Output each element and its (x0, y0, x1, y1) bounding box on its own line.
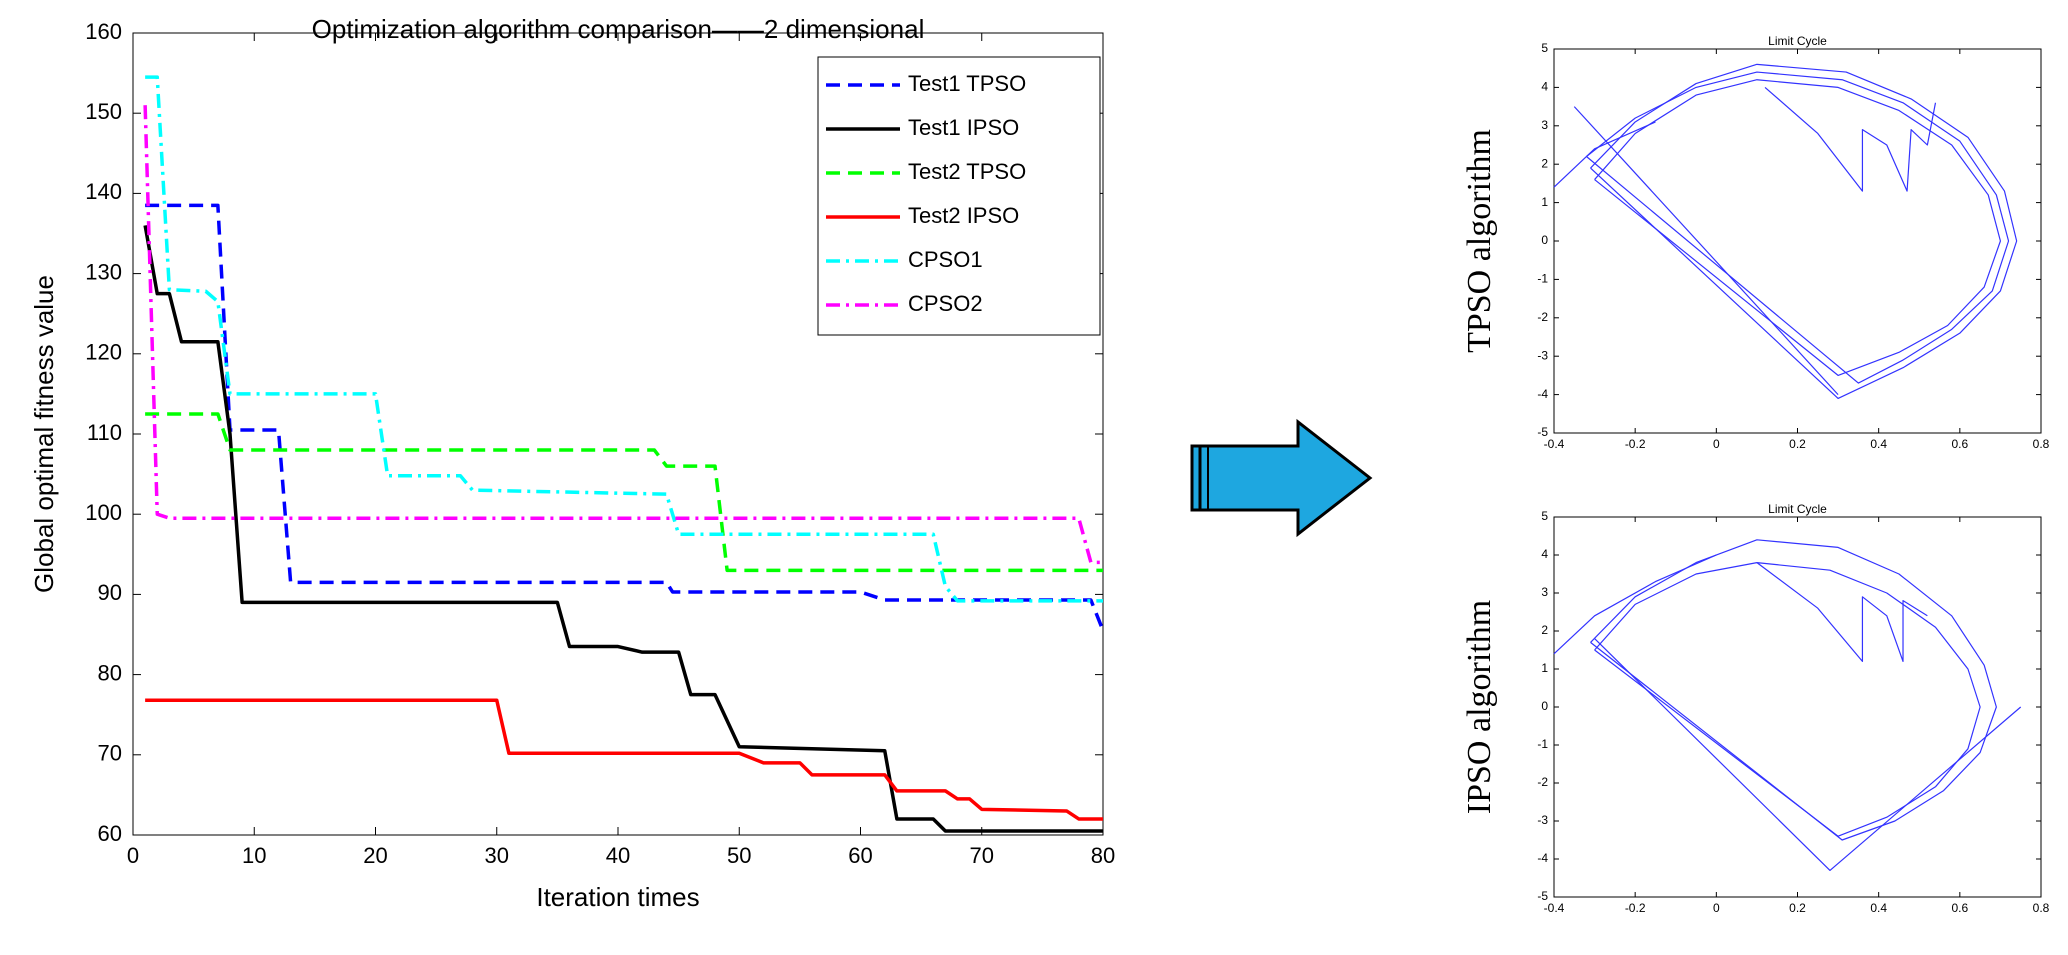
y-tick-label: 0 (1541, 233, 1548, 247)
y-tick-label: 1 (1541, 195, 1548, 209)
y-tick-label: 5 (1541, 41, 1548, 55)
trajectory-line (1586, 71, 2010, 384)
y-tick-label: -4 (1537, 851, 1548, 865)
y-tick-label: -3 (1537, 813, 1548, 827)
trajectory-line (1764, 86, 1937, 192)
legend-label: Test2 IPSO (908, 203, 1019, 228)
x-tick-label: 0.8 (2033, 901, 2050, 915)
chart-title: Limit Cycle (1768, 502, 1827, 516)
plot-area (1553, 48, 2042, 434)
y-tick-label: 0 (1541, 699, 1548, 713)
x-tick-label: 80 (1091, 843, 1115, 868)
y-tick-label: 5 (1541, 509, 1548, 523)
x-tick-label: -0.4 (1544, 437, 1565, 451)
x-tick-label: 0.4 (1870, 901, 1887, 915)
x-tick-label: 0 (1713, 901, 1720, 915)
y-tick-label: 140 (85, 179, 122, 204)
y-tick-label: -1 (1537, 272, 1548, 286)
x-tick-label: -0.2 (1625, 437, 1646, 451)
y-tick-label: -2 (1537, 310, 1548, 324)
y-tick-label: -5 (1537, 889, 1548, 903)
y-tick-label: 2 (1541, 156, 1548, 170)
y-tick-label: -3 (1537, 348, 1548, 362)
chart-title: Optimization algorithm comparison——2 dim… (312, 14, 925, 44)
legend-label: CPSO2 (908, 291, 983, 316)
x-tick-label: 0.4 (1870, 437, 1887, 451)
x-tick-label: 20 (363, 843, 387, 868)
y-tick-label: -1 (1537, 737, 1548, 751)
x-tick-label: 10 (242, 843, 266, 868)
series-line (145, 412, 1103, 573)
x-tick-label: -0.2 (1625, 901, 1646, 915)
x-tick-label: 0 (1713, 437, 1720, 451)
x-tick-label: 60 (848, 843, 872, 868)
y-tick-label: 150 (85, 99, 122, 124)
y-tick-label: 100 (85, 500, 122, 525)
y-tick-label: 110 (87, 420, 122, 445)
plot-area (1553, 516, 2042, 898)
trajectory-line (1756, 562, 1928, 662)
y-tick-label: 4 (1541, 547, 1548, 561)
arrow (1190, 418, 1373, 538)
y-tick-label: 3 (1541, 585, 1548, 599)
y-tick-label: 120 (85, 340, 122, 365)
y-tick-label: -4 (1537, 387, 1548, 401)
y-tick-label: -5 (1537, 425, 1548, 439)
legend-label: Test1 IPSO (908, 115, 1019, 140)
trajectory-line (1590, 63, 2018, 400)
x-tick-label: -0.4 (1544, 901, 1565, 915)
y-tick-label: 80 (98, 660, 122, 685)
y-tick-label: 90 (98, 580, 122, 605)
x-tick-label: 0.2 (1789, 901, 1806, 915)
series-line (143, 105, 1103, 565)
x-tick-label: 70 (970, 843, 994, 868)
y-tick-label: 3 (1541, 118, 1548, 132)
y-tick-label: 130 (85, 259, 122, 284)
y-axis-label: Global optimal fitness value (29, 275, 59, 593)
trajectory-line (1594, 79, 2002, 376)
series-line (145, 75, 1103, 603)
trajectory-line (1594, 562, 1981, 837)
legend-label: Test2 TPSO (908, 159, 1026, 184)
x-tick-label: 50 (727, 843, 751, 868)
y-tick-label: 4 (1541, 80, 1548, 94)
x-tick-label: 0.8 (2033, 437, 2050, 451)
y-tick-label: 70 (98, 741, 122, 766)
y-tick-label: 160 (85, 19, 122, 44)
y-axis-label: TPSO algorithm (1461, 129, 1498, 353)
legend-label: CPSO1 (908, 247, 983, 272)
y-tick-label: 2 (1541, 623, 1548, 637)
trajectory-line (1553, 554, 1717, 655)
series-line (145, 698, 1103, 821)
y-tick-label: 60 (98, 821, 122, 846)
y-axis-label: IPSO algorithm (1461, 600, 1498, 814)
chart-title: Limit Cycle (1768, 34, 1827, 48)
x-axis-label: Iteration times (536, 882, 699, 912)
x-tick-label: 30 (485, 843, 509, 868)
trajectory-line (1573, 106, 1839, 396)
series-line (143, 225, 1103, 833)
x-tick-label: 0 (127, 843, 139, 868)
trajectory-line (1553, 121, 1656, 188)
x-tick-label: 0.6 (1951, 901, 1968, 915)
legend-label: Test1 TPSO (908, 71, 1026, 96)
x-tick-label: 0.2 (1789, 437, 1806, 451)
y-tick-label: -2 (1537, 775, 1548, 789)
x-tick-label: 0.6 (1951, 437, 1968, 451)
x-tick-label: 40 (606, 843, 630, 868)
legend-box (817, 56, 1101, 336)
y-tick-label: 1 (1541, 661, 1548, 675)
